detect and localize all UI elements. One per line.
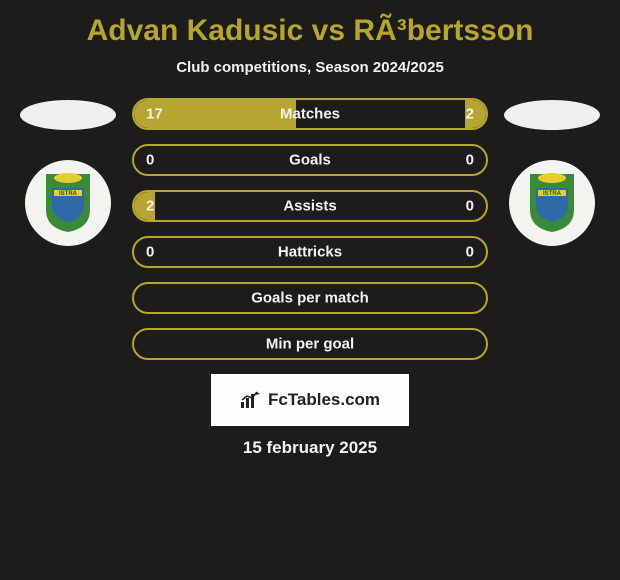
left-ellipse bbox=[20, 100, 116, 130]
left-crest-icon: ISTRA bbox=[42, 172, 94, 234]
stat-bar: 0 0 Goals bbox=[132, 144, 488, 176]
stat-bars: 17 2 Matches 0 0 Goals 2 0 Assists 0 0 Hattricks Goa… bbox=[132, 98, 488, 360]
left-club-badge: ISTRA bbox=[25, 160, 111, 246]
stat-bar: 2 0 Assists bbox=[132, 190, 488, 222]
bar-label: Goals bbox=[289, 152, 331, 169]
stat-bar: Goals per match bbox=[132, 282, 488, 314]
player1-name: Advan Kadusic bbox=[87, 14, 304, 47]
left-side: ISTRA bbox=[8, 98, 128, 246]
bar-label: Hattricks bbox=[278, 244, 342, 261]
bar-label: Min per goal bbox=[266, 336, 354, 353]
bar-value-right: 0 bbox=[466, 152, 474, 169]
bar-value-right: 2 bbox=[466, 106, 474, 123]
bar-label: Matches bbox=[280, 106, 340, 123]
bar-value-left: 0 bbox=[146, 244, 154, 261]
comparison-arena: ISTRA 17 2 Matches 0 0 Goals 2 0 Assists 0 0 Hattri… bbox=[0, 98, 620, 360]
page-title: Advan Kadusic vs RÃ³bertsson bbox=[87, 14, 534, 47]
subtitle: Club competitions, Season 2024/2025 bbox=[176, 59, 444, 76]
bar-value-left: 17 bbox=[146, 106, 163, 123]
brand-box: FcTables.com bbox=[211, 374, 409, 426]
svg-text:ISTRA: ISTRA bbox=[543, 191, 562, 197]
svg-text:ISTRA: ISTRA bbox=[59, 191, 78, 197]
vs-text: vs bbox=[312, 14, 345, 47]
bar-value-right: 0 bbox=[466, 198, 474, 215]
right-ellipse bbox=[504, 100, 600, 130]
right-club-badge: ISTRA bbox=[509, 160, 595, 246]
root-container: Advan Kadusic vs RÃ³bertsson Club compet… bbox=[0, 0, 620, 580]
player2-name: RÃ³bertsson bbox=[353, 14, 533, 47]
stat-bar: 0 0 Hattricks bbox=[132, 236, 488, 268]
right-side: ISTRA bbox=[492, 98, 612, 246]
stat-bar: Min per goal bbox=[132, 328, 488, 360]
bar-value-right: 0 bbox=[466, 244, 474, 261]
right-crest-icon: ISTRA bbox=[526, 172, 578, 234]
brand-text: FcTables.com bbox=[268, 390, 380, 410]
bar-label: Goals per match bbox=[251, 290, 369, 307]
footer-date: 15 february 2025 bbox=[243, 438, 377, 458]
bar-value-left: 0 bbox=[146, 152, 154, 169]
stat-bar: 17 2 Matches bbox=[132, 98, 488, 130]
brand-logo-icon bbox=[240, 391, 262, 409]
bar-label: Assists bbox=[283, 198, 336, 215]
bar-value-left: 2 bbox=[146, 198, 154, 215]
